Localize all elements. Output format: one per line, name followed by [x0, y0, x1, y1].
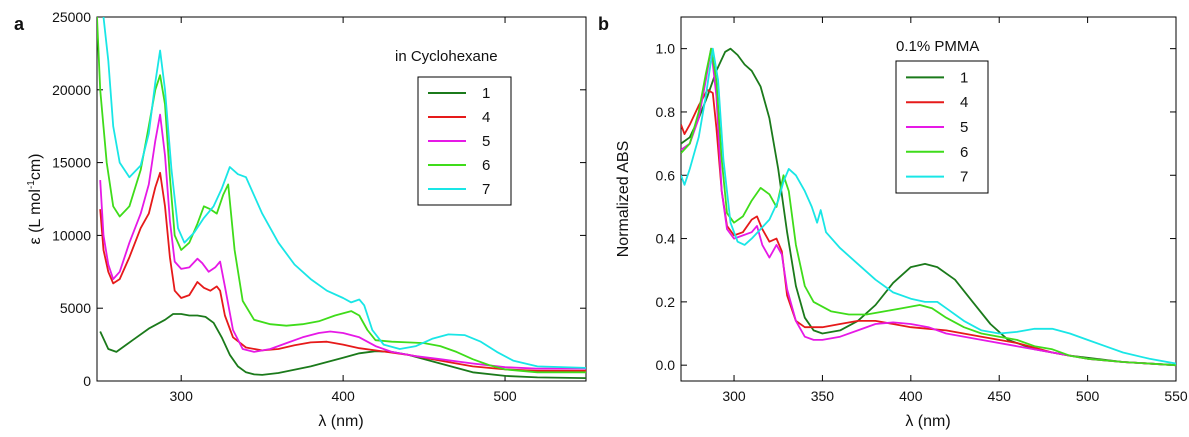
- legend-label-7: 7: [482, 181, 490, 198]
- y-axis-label-a-end: cm): [27, 154, 44, 181]
- series-group-a: [97, 17, 586, 379]
- x-tick-label: 500: [1076, 388, 1100, 404]
- x-tick-label: 400: [331, 388, 355, 404]
- y-tick-label: 10000: [52, 227, 91, 243]
- y-axis-label-a-sup: -1: [26, 180, 37, 189]
- series-line-1: [681, 47, 1176, 367]
- series-line-5: [681, 47, 1176, 367]
- legend-b: 1 4 5 6 7: [895, 60, 989, 194]
- legend-label-5: 5: [960, 119, 968, 136]
- annotation-a: in Cyclohexane: [395, 48, 498, 65]
- legend-label-7: 7: [960, 169, 968, 186]
- x-tick-label: 350: [811, 388, 835, 404]
- y-tick-label: 0.2: [656, 294, 676, 310]
- y-tick-label: 0.0: [656, 357, 676, 373]
- y-axis-label-a-main: ε (L mol: [27, 189, 44, 244]
- y-axis-label-a: ε (L mol-1cm): [26, 154, 44, 245]
- legend-label-5: 5: [482, 133, 490, 150]
- series-group-b: [681, 47, 1176, 367]
- y-axis-label-b: Normalized ABS: [615, 141, 632, 258]
- series-line-1: [99, 313, 586, 379]
- y-tick-label: 20000: [52, 82, 91, 98]
- y-tick-label: 0.4: [656, 231, 676, 247]
- x-tick-label: 500: [493, 388, 517, 404]
- y-tick-label: 15000: [52, 155, 91, 171]
- panel-label-b: b: [598, 14, 609, 34]
- y-tick-label: 0.6: [656, 167, 676, 183]
- y-tick-label: 25000: [52, 9, 91, 25]
- annotation-b: 0.1% PMMA: [896, 38, 979, 55]
- legend-label-1: 1: [960, 69, 968, 86]
- x-axis-label-a: λ (nm): [318, 413, 363, 430]
- y-tick-label: 0.8: [656, 104, 676, 120]
- x-tick-label: 300: [170, 388, 194, 404]
- x-tick-label: 550: [1164, 388, 1188, 404]
- series-line-7: [102, 17, 586, 369]
- chart-panel-b: b 300 350 400 450 500 550 0.0 0.2 0.4 0.6 0.8 1.0 0…: [598, 14, 1188, 430]
- series-line-6: [681, 47, 1176, 367]
- legend-label-6: 6: [960, 144, 968, 161]
- y-tick-label: 1.0: [656, 41, 676, 57]
- legend-a: 1 4 5 6 7: [417, 76, 512, 206]
- legend-label-4: 4: [960, 94, 968, 111]
- x-axis-label-b: λ (nm): [905, 413, 950, 430]
- series-line-4: [99, 171, 586, 372]
- x-tick-label: 300: [722, 388, 746, 404]
- legend-label-6: 6: [482, 157, 490, 174]
- y-tick-label: 5000: [60, 300, 91, 316]
- y-tick-label: 0: [83, 373, 91, 389]
- series-line-5: [99, 113, 586, 370]
- panel-label-a: a: [14, 14, 25, 34]
- plot-frame-a: [96, 16, 587, 382]
- x-tick-label: 400: [899, 388, 923, 404]
- series-line-7: [681, 47, 1176, 365]
- legend-label-1: 1: [482, 85, 490, 102]
- x-tick-label: 450: [988, 388, 1012, 404]
- legend-label-4: 4: [482, 109, 490, 126]
- axis-ticks-b: 300 350 400 450 500 550 0.0 0.2 0.4 0.6 0.8 1.0: [656, 17, 1188, 404]
- series-line-6: [97, 17, 586, 374]
- plot-frame-b: [680, 16, 1177, 382]
